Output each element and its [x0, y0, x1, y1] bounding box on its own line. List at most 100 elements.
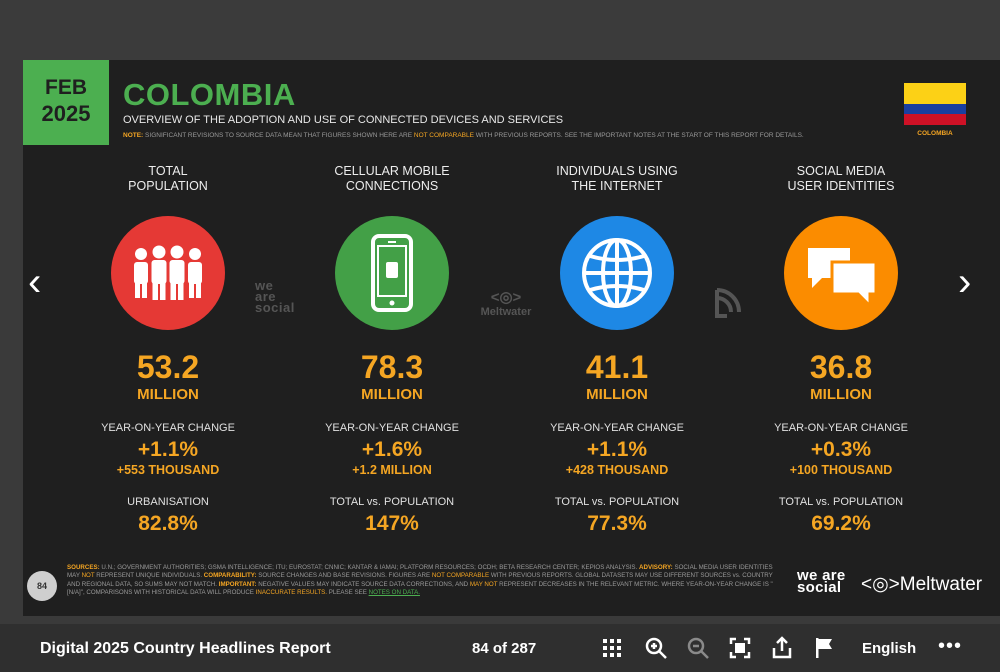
page-indicator[interactable]: 84 of 287 — [472, 640, 537, 657]
slide: FEB 2025 COLOMBIA OVERVIEW OF THE ADOPTI… — [23, 60, 1000, 616]
sources-text: WITH PREVIOUS REPORTS. GLOBAL DATASETS — [490, 572, 634, 580]
yoy-absolute: +553 THOUSAND — [116, 463, 220, 477]
extra-value: 77.3% — [587, 512, 647, 535]
sources-highlight: NOT — [81, 572, 95, 580]
sources-text: U.N.; GOVERNMENT AUTHORITIES; GSMA INTEL… — [101, 564, 638, 571]
yoy-label: YEAR-ON-YEAR CHANGE — [550, 422, 684, 434]
yoy-absolute: +1.2 MILLION — [352, 463, 432, 477]
next-page-button[interactable]: › — [958, 260, 972, 304]
sources-text: DECREASES IN THE RELEVANT METRIC. WHERE … — [67, 580, 773, 597]
stat-unit: MILLION — [810, 386, 872, 403]
stat-label: SOCIAL MEDIA — [796, 164, 886, 178]
we-are-social-logo: we are social — [797, 567, 846, 596]
stat-value: 36.8 — [809, 349, 873, 385]
sources-text: MEDIA USER IDENTITIES MAY — [67, 564, 773, 580]
document-title: Digital 2025 Country Headlines Report — [40, 640, 331, 657]
stat-unit: MILLION — [137, 386, 199, 403]
page-number-badge: 84 — [27, 571, 57, 601]
zoom-out-icon[interactable] — [684, 634, 712, 662]
stat-internet-users: INDIVIDUALS USING THE INTERNET 41.1 MILLI… — [517, 164, 717, 536]
sources-highlight: MAY NOT — [469, 580, 498, 588]
note-text: SIGNIFICANT REVISIONS TO SOURCE DATA MEA… — [145, 132, 413, 139]
extra-label: TOTAL vs. POPULATION — [554, 496, 680, 508]
date-year: 2025 — [41, 101, 91, 126]
fullscreen-icon[interactable] — [726, 634, 754, 662]
extra-label: TOTAL vs. POPULATION — [778, 496, 904, 508]
sources-text: SOURCE CHANGES AND BASE REVISIONS. FIGUR… — [258, 572, 431, 580]
sources-text: NEGATIVE VALUES MAY INDICATE SOURCE DATA… — [258, 580, 469, 588]
sources-label: SOURCES: — [67, 564, 100, 571]
stat-value: 53.2 — [136, 349, 200, 385]
advisory-label: ADVISORY: — [639, 564, 673, 571]
notes-on-data-link[interactable]: NOTES ON DATA. — [368, 589, 420, 597]
more-options-button[interactable]: ••• — [938, 635, 963, 657]
meltwater-watermark-icon: <◎> — [490, 289, 522, 306]
important-label: IMPORTANT: — [218, 580, 257, 588]
extra-label: URBANISATION — [127, 496, 209, 508]
slide-subtitle: OVERVIEW OF THE ADOPTION AND USE OF CONN… — [123, 114, 564, 126]
meltwater-logo: <◎>Meltwater — [861, 574, 982, 596]
stat-label: CONNECTIONS — [345, 179, 439, 193]
zoom-in-icon[interactable] — [642, 634, 670, 662]
stat-value: 41.1 — [585, 349, 649, 385]
note-highlight: NOT COMPARABLE — [413, 132, 474, 139]
yoy-percent: +1.1% — [586, 438, 648, 461]
date-badge: FEB 2025 — [23, 60, 109, 145]
sources-text: SOCIAL — [674, 564, 697, 571]
stat-unit: MILLION — [586, 386, 648, 403]
extra-value: 147% — [365, 512, 419, 535]
yoy-percent: +1.1% — [137, 438, 199, 461]
yoy-absolute: +100 THOUSAND — [789, 463, 893, 477]
stat-social-media: SOCIAL MEDIA USER IDENTITIES 36.8 MILLION… — [741, 164, 941, 536]
yoy-absolute: +428 THOUSAND — [565, 463, 669, 477]
grid-view-icon[interactable] — [598, 634, 626, 662]
globe-icon — [560, 216, 674, 330]
yoy-percent: +0.3% — [810, 438, 872, 461]
top-bar — [0, 0, 1000, 60]
sources-text: PLEASE SEE — [328, 589, 367, 597]
people-icon — [111, 216, 225, 330]
sources-text: REPRESENT — [499, 580, 537, 588]
stat-value: 78.3 — [360, 349, 424, 385]
sources-text: REPRESENT UNIQUE INDIVIDUALS. — [96, 572, 203, 580]
slide-note: NOTE: SIGNIFICANT REVISIONS TO SOURCE DA… — [123, 131, 804, 140]
meltwater-logo-text: Meltwater — [899, 574, 983, 595]
sources-text: MAY USE DIFFERENT SOURCES vs. COUNTRY AN… — [67, 572, 773, 588]
note-text-2: WITH PREVIOUS REPORTS. SEE THE IMPORTANT… — [475, 132, 804, 139]
meltwater-logo-icon: <◎> — [861, 574, 900, 595]
stat-label: TOTAL — [148, 164, 188, 178]
share-icon[interactable] — [768, 634, 796, 662]
comparability-label: COMPARABILITY: — [203, 572, 257, 580]
mobile-phone-icon — [335, 216, 449, 330]
watermark-we-are-social: we are social — [255, 278, 295, 315]
watermark-meltwater: <◎> Meltwater — [471, 288, 541, 318]
stat-total-population: TOTAL POPULATION 53.2 MILLION YEAR-ON-YEA… — [68, 164, 268, 536]
datareportal-watermark-icon — [713, 286, 747, 325]
extra-value: 69.2% — [811, 512, 871, 535]
viewer-toolbar: Digital 2025 Country Headlines Report 84… — [0, 624, 1000, 672]
stat-label: POPULATION — [128, 179, 208, 193]
previous-page-button[interactable]: ‹ — [28, 260, 42, 304]
slide-title: COLOMBIA — [123, 77, 296, 112]
extra-label: TOTAL vs. POPULATION — [329, 496, 455, 508]
note-label: NOTE: — [123, 132, 144, 139]
extra-value: 82.8% — [138, 512, 198, 535]
stat-label: CELLULAR MOBILE — [334, 164, 450, 178]
stat-unit: MILLION — [361, 386, 423, 403]
watermark-meltwater-label: Meltwater — [480, 306, 532, 318]
date-month: FEB — [45, 76, 87, 99]
sources-footnote: SOURCES: U.N.; GOVERNMENT AUTHORITIES; G… — [67, 564, 777, 598]
flag-caption: COLOMBIA — [917, 130, 953, 137]
stat-mobile-connections: CELLULAR MOBILE CONNECTIONS 78.3 MILLION … — [292, 164, 492, 536]
stat-label: THE INTERNET — [571, 179, 663, 193]
yoy-label: YEAR-ON-YEAR CHANGE — [101, 422, 235, 434]
sources-highlight: NOT COMPARABLE — [431, 572, 490, 580]
yoy-label: YEAR-ON-YEAR CHANGE — [325, 422, 459, 434]
speech-bubbles-icon — [784, 216, 898, 330]
stat-label: INDIVIDUALS USING — [556, 164, 678, 178]
yoy-percent: +1.6% — [361, 438, 423, 461]
flag-icon[interactable] — [810, 634, 838, 662]
yoy-label: YEAR-ON-YEAR CHANGE — [774, 422, 908, 434]
stat-label: USER IDENTITIES — [787, 179, 895, 193]
language-selector[interactable]: English — [862, 640, 917, 657]
